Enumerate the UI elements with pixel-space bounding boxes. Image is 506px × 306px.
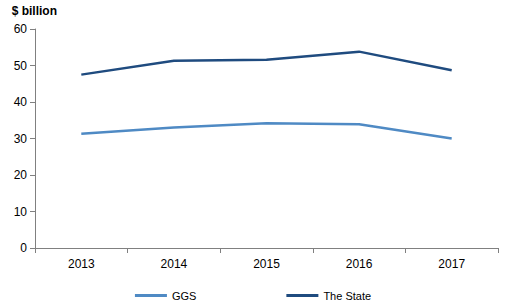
svg-text:2015: 2015 [253, 257, 280, 271]
svg-text:2017: 2017 [438, 257, 465, 271]
svg-text:The State: The State [323, 290, 371, 302]
svg-text:2014: 2014 [161, 257, 188, 271]
svg-text:$ billion: $ billion [12, 4, 57, 18]
svg-text:2016: 2016 [346, 257, 373, 271]
svg-text:10: 10 [14, 205, 28, 219]
svg-text:0: 0 [20, 241, 27, 255]
svg-text:50: 50 [14, 59, 28, 73]
svg-text:20: 20 [14, 168, 28, 182]
svg-text:60: 60 [14, 22, 28, 36]
svg-text:30: 30 [14, 132, 28, 146]
svg-text:40: 40 [14, 95, 28, 109]
svg-text:GGS: GGS [172, 290, 196, 302]
svg-text:2013: 2013 [68, 257, 95, 271]
